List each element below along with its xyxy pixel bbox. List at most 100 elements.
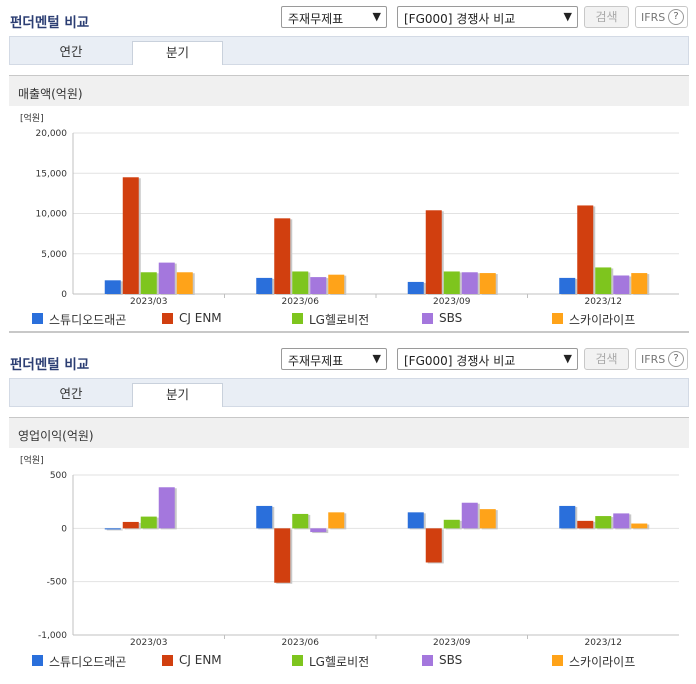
x-tick-label: 2023/09 [433, 638, 471, 648]
legend-swatch [292, 655, 303, 666]
bar [613, 275, 630, 294]
bar [595, 516, 612, 529]
bar [310, 277, 327, 294]
y-tick-label: 0 [61, 524, 67, 534]
panel-divider [9, 331, 689, 333]
ifrs-label: IFRS [641, 11, 666, 24]
bar [443, 271, 460, 294]
bar [425, 528, 442, 563]
legend-swatch [292, 313, 303, 324]
chart-legend: 스튜디오드래곤 CJ ENM LG헬로비전 SBS 스카이라이프 [32, 310, 672, 327]
period-tabs: 연간 분기 [9, 378, 689, 407]
x-tick-label: 2023/06 [282, 638, 320, 648]
bar [140, 272, 157, 294]
legend-swatch [552, 313, 563, 324]
x-tick-label: 2023/03 [130, 638, 167, 648]
bar [631, 273, 648, 294]
y-unit-label: [억원] [20, 112, 44, 124]
y-tick-label: 5,000 [41, 250, 67, 260]
bar [425, 210, 442, 294]
bar [158, 262, 175, 294]
bar [104, 280, 121, 294]
bar [461, 272, 478, 294]
operating-profit-bar-chart: [억원] -1,000 -500 0 500 2023/03 2023/06 2023/09 2… [20, 454, 679, 648]
ifrs-help-button[interactable]: IFRS ? [635, 348, 688, 370]
bar [140, 516, 157, 529]
financial-statement-select-value: 주재무제표 [288, 354, 344, 368]
y-tick-label: 15,000 [36, 169, 68, 179]
legend-label: SBS [439, 311, 463, 325]
legend-swatch [32, 655, 43, 666]
bar [559, 277, 576, 294]
bar-shadow [106, 529, 123, 531]
panel-header: 펀더멘털 비교 주재무제표 ▼ [FG000] 경쟁사 비교 ▼ 검색 IFRS… [0, 342, 696, 378]
bar [256, 505, 273, 529]
chevron-down-icon: ▼ [372, 352, 381, 365]
x-tick-label: 2023/06 [282, 297, 320, 307]
bar [256, 277, 273, 294]
comparison-group-select[interactable]: [FG000] 경쟁사 비교 ▼ [397, 348, 578, 370]
bar [122, 177, 139, 294]
legend-swatch [32, 313, 43, 324]
bar [595, 267, 612, 294]
legend-label: 스카이라이프 [569, 313, 636, 327]
legend-swatch [422, 655, 433, 666]
legend-swatch [422, 313, 433, 324]
x-tick-label: 2023/09 [433, 297, 471, 307]
financial-statement-select[interactable]: 주재무제표 ▼ [281, 6, 387, 28]
legend-label: 스튜디오드래곤 [49, 313, 127, 327]
y-tick-label: 0 [61, 290, 67, 300]
comparison-group-select[interactable]: [FG000] 경쟁사 비교 ▼ [397, 6, 578, 28]
bar [104, 528, 121, 530]
legend-label: CJ ENM [179, 653, 222, 667]
bar [577, 205, 594, 294]
comparison-group-select-value: [FG000] 경쟁사 비교 [404, 12, 516, 26]
bar [559, 505, 576, 529]
bar [122, 521, 139, 529]
financial-statement-select[interactable]: 주재무제표 ▼ [281, 348, 387, 370]
bar [461, 502, 478, 529]
help-icon: ? [668, 351, 684, 367]
section-title: 영업이익(억원) [18, 429, 94, 443]
legend-swatch [162, 655, 173, 666]
tab-quarterly[interactable]: 분기 [132, 41, 223, 65]
bar [274, 218, 291, 294]
bar [328, 512, 345, 529]
legend-label: CJ ENM [179, 311, 222, 325]
bar [479, 509, 496, 529]
tab-annual[interactable]: 연간 [59, 386, 83, 401]
x-tick-label: 2023/03 [130, 297, 167, 307]
x-tick-label: 2023/12 [585, 638, 622, 648]
section-title: 매출액(억원) [18, 87, 83, 101]
bar [274, 528, 291, 583]
tab-annual[interactable]: 연간 [59, 44, 83, 59]
comparison-group-select-value: [FG000] 경쟁사 비교 [404, 354, 516, 368]
fundamental-panel-revenue: 펀더멘털 비교 주재무제표 ▼ [FG000] 경쟁사 비교 ▼ 검색 IFRS… [0, 0, 696, 340]
legend-label: LG헬로비전 [309, 655, 370, 669]
bar [407, 281, 424, 294]
bar [407, 512, 424, 529]
y-tick-label: 500 [50, 471, 67, 481]
y-tick-label: -1,000 [38, 631, 67, 641]
bar [613, 513, 630, 529]
search-button[interactable]: 검색 [584, 348, 629, 370]
panel-title: 펀더멘털 비교 [10, 357, 90, 373]
help-icon: ? [668, 9, 684, 25]
chevron-down-icon: ▼ [563, 10, 572, 23]
legend-swatch [162, 313, 173, 324]
x-tick-label: 2023/12 [585, 297, 622, 307]
bar [443, 519, 460, 529]
fundamental-panel-operating-profit: 펀더멘털 비교 주재무제표 ▼ [FG000] 경쟁사 비교 ▼ 검색 IFRS… [0, 342, 696, 684]
bar [158, 487, 175, 529]
period-tabs: 연간 분기 [9, 36, 689, 65]
tab-quarterly[interactable]: 분기 [132, 383, 223, 407]
search-button[interactable]: 검색 [584, 6, 629, 28]
revenue-bar-chart: [억원] 0 5,000 10,000 15,000 20,000 2023/03 2023/… [20, 112, 679, 307]
chart-legend: 스튜디오드래곤 CJ ENM LG헬로비전 SBS 스카이라이프 [32, 652, 672, 669]
bar [310, 528, 327, 533]
legend-label: 스카이라이프 [569, 655, 636, 669]
chevron-down-icon: ▼ [372, 10, 381, 23]
ifrs-help-button[interactable]: IFRS ? [635, 6, 688, 28]
section-header: 매출액(억원) [9, 75, 689, 106]
legend-label: SBS [439, 653, 463, 667]
